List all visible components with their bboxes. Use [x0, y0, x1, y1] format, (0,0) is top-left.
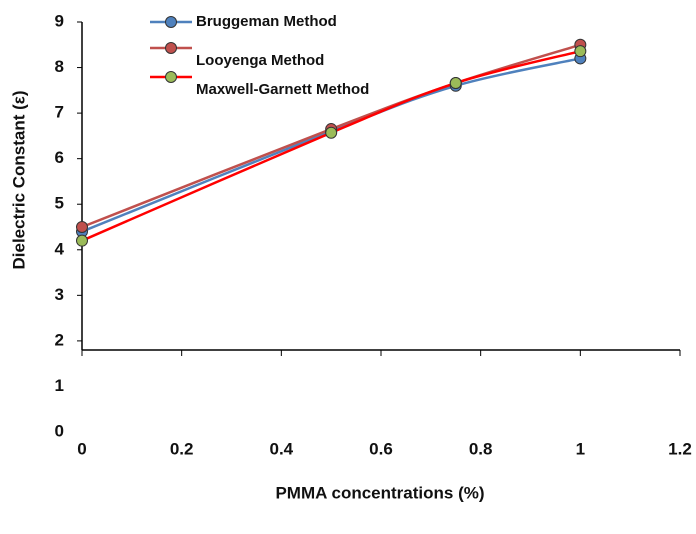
x-axis-title: PMMA concentrations (%) [275, 483, 484, 502]
y-tick-label: 4 [55, 239, 65, 258]
legend-label: Bruggeman Method [196, 13, 337, 30]
y-tick-label: 3 [55, 285, 64, 304]
x-tick-label: 0.2 [170, 439, 194, 458]
marker [574, 45, 587, 58]
y-tick-label: 6 [55, 148, 64, 167]
legend-label: Looyenga Method [196, 52, 324, 69]
marker [76, 234, 88, 247]
y-tick-label: 8 [55, 57, 64, 76]
x-tick-label: 1.2 [668, 439, 692, 458]
legend-marker [165, 42, 177, 54]
x-tick-label: 1 [576, 439, 585, 458]
legend-marker [165, 71, 177, 83]
y-tick-label: 7 [55, 103, 64, 122]
y-tick-label: 0 [55, 421, 64, 440]
marker [325, 126, 338, 139]
y-tick-label: 1 [55, 376, 64, 395]
y-tick-label: 9 [55, 11, 64, 30]
legend-marker [165, 16, 177, 28]
x-tick-label: 0.6 [369, 439, 393, 458]
series-line [81, 49, 581, 242]
y-tick-label: 5 [55, 194, 64, 213]
marker [76, 221, 88, 233]
marker [449, 77, 462, 90]
y-axis-title: Dielectric Constant (ε) [9, 90, 28, 269]
legend-label: Maxwell-Garnett Method [196, 81, 369, 98]
series-line [81, 43, 581, 229]
x-tick-label: 0.8 [469, 439, 493, 458]
y-tick-label: 2 [55, 330, 64, 349]
x-tick-label: 0.4 [270, 439, 294, 458]
x-tick-label: 0 [77, 439, 86, 458]
